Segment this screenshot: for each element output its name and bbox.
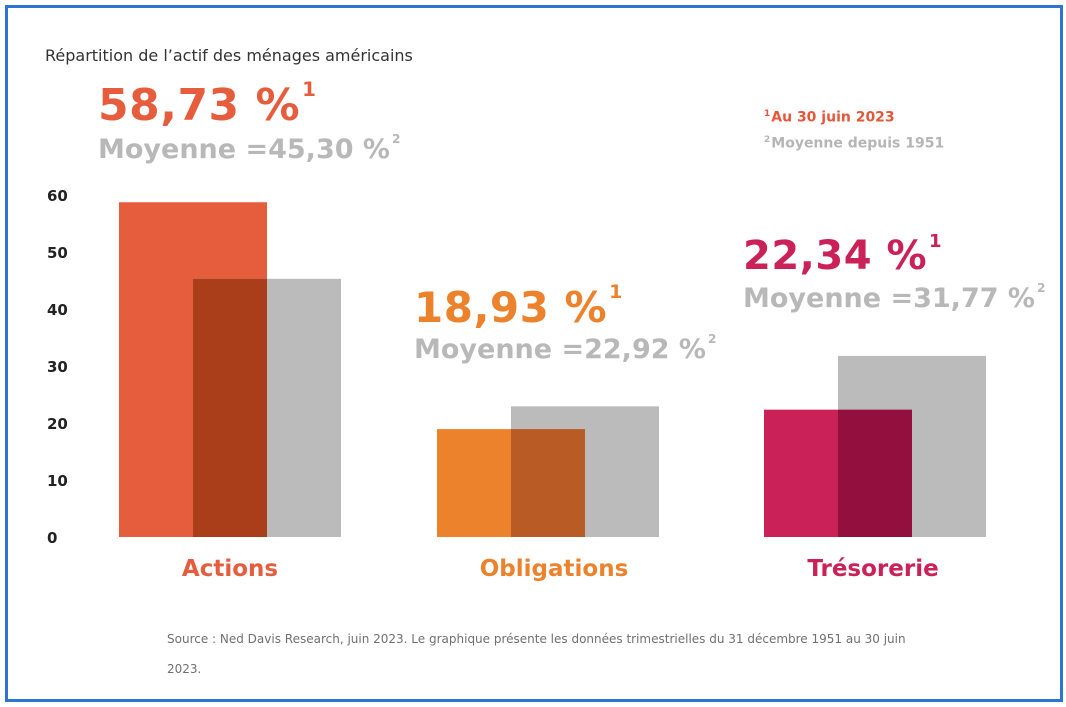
y-tick-label: 20 <box>47 415 68 433</box>
actions-value-label: 58,73 % 1 <box>98 78 317 131</box>
tresorerie-average-label: Moyenne =31,77 % 2 <box>743 281 1046 314</box>
y-tick-label: 10 <box>47 472 68 490</box>
category-label-obligations: Obligations <box>479 556 629 582</box>
y-tick-label: 0 <box>47 529 57 547</box>
category-label-tresorerie: Trésorerie <box>807 556 939 582</box>
y-tick-label: 40 <box>47 301 68 319</box>
y-tick-label: 60 <box>47 187 68 205</box>
chart-title: Répartition de l’actif des ménages améri… <box>45 46 413 65</box>
tresorerie-value-label: 22,34 % 1 <box>743 231 943 279</box>
tresorerie-overlap-bar <box>838 409 912 537</box>
obligations-overlap-bar <box>511 429 585 537</box>
obligations-value-label: 18,93 % 1 <box>414 281 623 332</box>
obligations-average-label: Moyenne =22,92 % 2 <box>414 332 717 365</box>
actions-overlap-bar <box>193 278 267 537</box>
source-note: Source : Ned Davis Research, juin 2023. … <box>167 632 906 676</box>
actions-average-label: Moyenne =45,30 % 2 <box>98 132 401 165</box>
footnote-average: 2Moyenne depuis 1951 <box>764 135 945 152</box>
category-label-actions: Actions <box>181 556 279 582</box>
y-tick-label: 30 <box>47 358 68 376</box>
chart-frame <box>5 5 1063 702</box>
footnote-date: 1Au 30 juin 2023 <box>764 109 895 126</box>
y-tick-label: 50 <box>47 244 68 262</box>
